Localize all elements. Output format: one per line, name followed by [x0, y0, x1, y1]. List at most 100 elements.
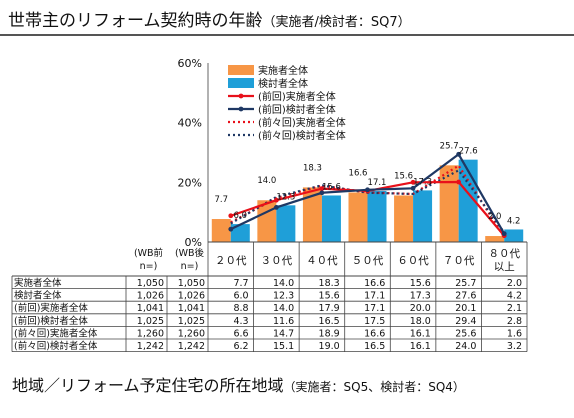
category-label: ３０代 [261, 255, 293, 267]
category-label: ７０代 [443, 255, 475, 267]
table-cell-n-after: 1,242 [178, 341, 205, 352]
table-cell-value: 2.1 [507, 303, 522, 314]
table-row-label: 実施者全体 [14, 277, 62, 289]
table-cell-n-before: 1,050 [137, 278, 164, 289]
table-cell-n-before: 1,242 [137, 341, 164, 352]
point-prev-impl [456, 179, 462, 185]
category-label: ２０代 [215, 255, 247, 267]
legend-label: (前々回)実施者全体 [258, 116, 346, 129]
table-cell-value: 19.0 [319, 341, 340, 352]
table-cell-value: 17.1 [364, 291, 385, 302]
table-row-label: (前々回)実施者全体 [14, 327, 98, 339]
bar-cons [413, 190, 433, 242]
table-cell-value: 25.7 [455, 278, 476, 289]
table-cell-value: 15.6 [410, 278, 431, 289]
footer-sub: （実施者：SQ5、検討者：SQ4） [283, 380, 465, 394]
table-row-label: (前回)検討者全体 [14, 315, 88, 327]
bar-impl [302, 187, 322, 242]
legend-swatch [228, 78, 254, 88]
data-label-impl: 14.0 [257, 176, 276, 186]
footer-title: 地域／リフォーム予定住宅の所在地域 [12, 376, 284, 395]
point-prev-cons [319, 190, 325, 196]
data-label-cons: 15.6 [322, 182, 341, 192]
table-cell-value: 4.2 [507, 291, 522, 302]
category-label: 以上 [494, 261, 515, 273]
table-row-label: (前回)実施者全体 [14, 302, 88, 314]
data-label-cons: 4.2 [507, 216, 521, 226]
data-label-cons: 17.1 [368, 178, 387, 188]
point-prev-cons [365, 187, 370, 193]
category-label: ５０代 [352, 255, 384, 267]
y-tick-label: 60% [178, 57, 202, 70]
y-tick-label: 40% [178, 117, 202, 130]
table-cell-value: 6.0 [233, 291, 248, 302]
bar-impl [348, 192, 368, 242]
title-divider [0, 34, 574, 36]
table-n-header: (WB後 [175, 247, 205, 259]
footer-heading: 地域／リフォーム予定住宅の所在地域（実施者：SQ5、検討者：SQ4） [12, 372, 465, 396]
table-cell-value: 17.1 [364, 303, 385, 314]
legend-marker [238, 106, 244, 112]
page-title: 世帯主のリフォーム契約時の年齢（実施者/検討者：SQ7） [8, 6, 411, 31]
table-cell-value: 15.6 [319, 291, 340, 302]
table-cell-n-before: 1,041 [137, 303, 164, 314]
table-cell-value: 16.6 [364, 278, 385, 289]
point-prev-impl [410, 179, 416, 185]
data-label-cons: 27.6 [459, 147, 478, 157]
data-label-impl: 18.3 [303, 163, 322, 173]
data-label-cons: 17.3 [413, 177, 432, 187]
table-cell-n-after: 1,260 [178, 328, 205, 339]
category-label: ８０代 [488, 248, 520, 260]
bar-cons [367, 190, 387, 242]
table-cell-value: 15.1 [273, 341, 294, 352]
table-row-label: (前々回)検討者全体 [14, 340, 98, 352]
data-label-impl: 16.6 [349, 168, 368, 178]
table-cell-n-before: 1,025 [137, 316, 164, 327]
table-cell-value: 16.6 [364, 328, 385, 339]
page-title-sub: （実施者/検討者：SQ7） [262, 15, 411, 30]
table-n-header: n=) [140, 261, 158, 272]
table-cell-value: 18.0 [410, 316, 431, 327]
category-label: ４０代 [306, 255, 338, 267]
table-cell-value: 6.2 [233, 341, 248, 352]
table-cell-value: 2.0 [507, 278, 522, 289]
table-cell-n-before: 1,026 [137, 291, 164, 302]
bar-cons [504, 229, 524, 242]
y-tick-label: 20% [178, 176, 202, 189]
point-prev-impl [319, 186, 325, 191]
table-cell-n-after: 1,050 [178, 278, 205, 289]
table-cell-value: 17.3 [410, 291, 431, 302]
data-label-cons: 6.0 [234, 211, 248, 221]
legend-marker [238, 93, 244, 99]
table-cell-n-after: 1,025 [178, 316, 205, 327]
legend-label: (前回)実施者全体 [258, 90, 336, 103]
table-cell-n-after: 1,041 [178, 303, 205, 314]
table-cell-value: 3.2 [507, 341, 522, 352]
bar-cons [276, 205, 296, 242]
table-cell-value: 25.6 [455, 328, 476, 339]
bar-impl [211, 219, 231, 242]
data-label-impl: 7.7 [215, 195, 229, 205]
table-cell-value: 16.1 [410, 341, 431, 352]
table-cell-value: 14.0 [273, 278, 294, 289]
table-cell-n-after: 1,026 [178, 291, 205, 302]
page-title-main: 世帯主のリフォーム契約時の年齢 [8, 11, 263, 31]
point-prev-impl [273, 197, 279, 203]
table-cell-value: 18.9 [319, 328, 340, 339]
table-cell-value: 24.0 [455, 341, 476, 352]
legend-label: (前回)検討者全体 [258, 103, 336, 116]
bar-impl [439, 165, 459, 242]
point-prev-cons [273, 204, 279, 210]
table-row-label: 検討者全体 [14, 290, 62, 302]
table-cell-value: 8.8 [233, 303, 248, 314]
bar-impl [394, 195, 414, 242]
table-cell-value: 7.7 [233, 278, 248, 289]
data-label-impl: 2.0 [488, 212, 502, 222]
point-prev-impl [228, 213, 234, 219]
legend-swatch [228, 65, 254, 75]
table-cell-value: 16.5 [319, 316, 340, 327]
table-cell-value: 16.1 [410, 328, 431, 339]
table-cell-value: 12.3 [273, 291, 294, 302]
point-prev-cons [501, 231, 507, 237]
